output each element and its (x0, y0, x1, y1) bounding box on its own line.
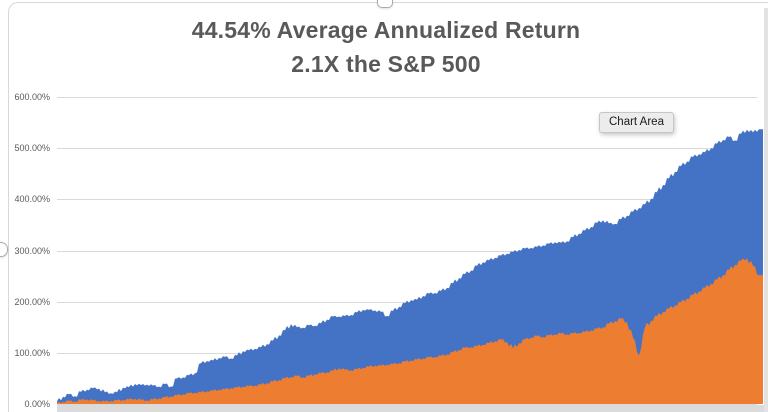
chart-area-tooltip: Chart Area (599, 112, 674, 133)
y-axis-tick-label: 100.00% (14, 347, 50, 358)
y-axis-tick-label: 400.00% (14, 194, 50, 205)
chart-title-line2: 2.1X the S&P 500 (291, 51, 481, 77)
right-edge-strip (764, 8, 768, 412)
selection-handle-top[interactable] (377, 0, 393, 8)
plot-area[interactable] (57, 97, 763, 404)
y-axis-tick-label: 300.00% (14, 245, 50, 256)
x-axis-strip (57, 405, 768, 412)
chart-title-line1: 44.54% Average Annualized Return (191, 17, 581, 43)
y-axis-tick-label: 0.00% (24, 399, 50, 409)
chart-title[interactable]: 44.54% Average Annualized Return 2.1X th… (8, 13, 764, 81)
gridline (57, 251, 757, 252)
gridline (57, 199, 757, 200)
orange-area-series[interactable] (57, 258, 763, 404)
y-axis-tick-label: 600.00% (14, 92, 50, 102)
gridline (57, 148, 757, 149)
y-axis-tick-label: 200.00% (14, 296, 50, 307)
gridline (57, 404, 757, 405)
y-axis-tick-label: 500.00% (14, 143, 50, 154)
gridline (57, 97, 757, 98)
